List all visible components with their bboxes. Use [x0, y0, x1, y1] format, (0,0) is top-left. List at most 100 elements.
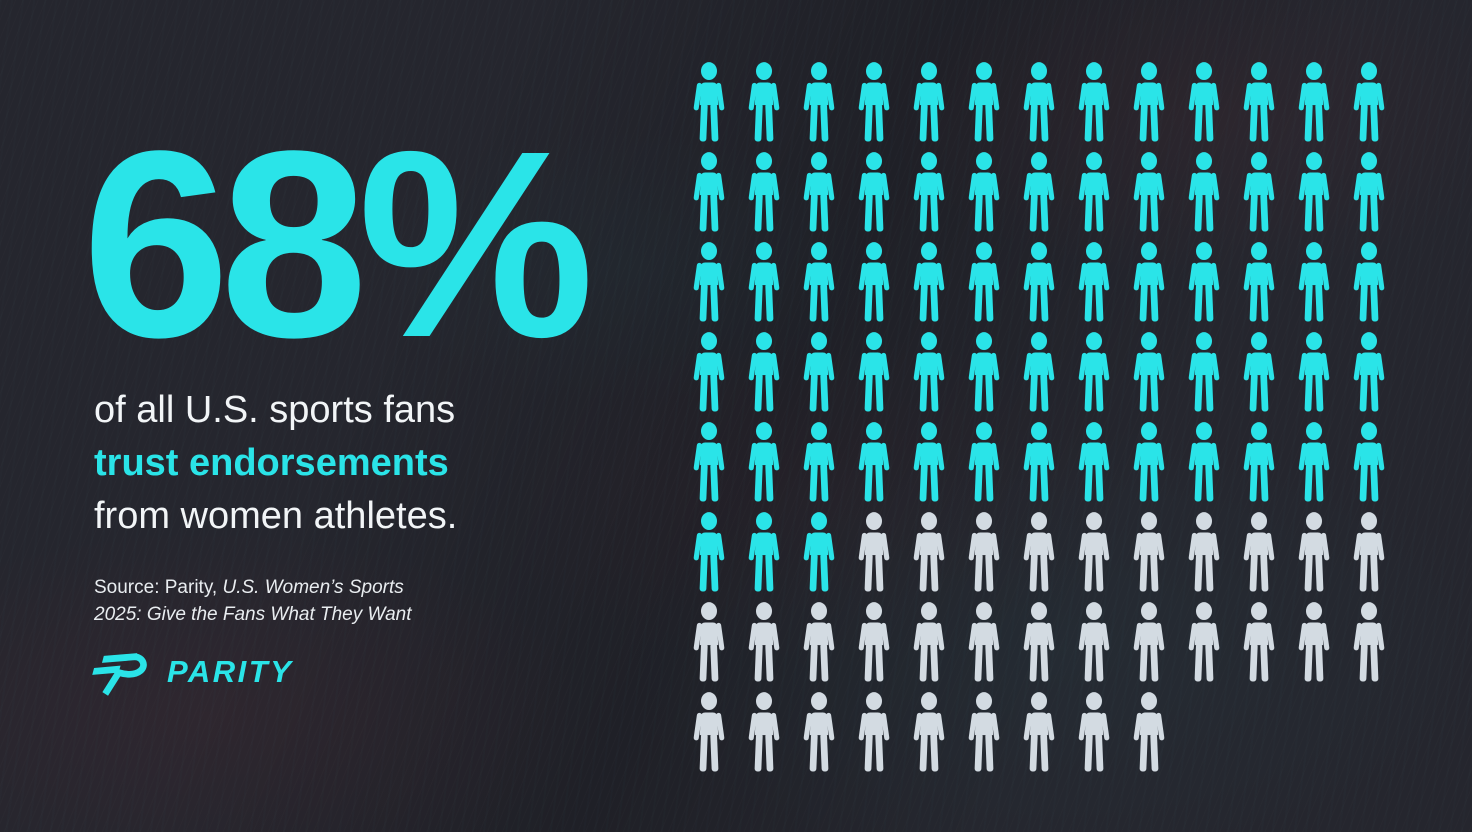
person-icon	[1127, 242, 1171, 322]
person-icon	[687, 332, 731, 412]
person-icon	[1347, 242, 1391, 322]
person-icon	[1017, 242, 1061, 322]
person-icon	[1237, 422, 1281, 502]
person-icon	[1182, 242, 1226, 322]
person-icon	[687, 692, 731, 772]
person-icon	[907, 602, 951, 682]
person-icon	[687, 242, 731, 322]
person-icon	[1237, 62, 1281, 142]
person-icon	[1127, 512, 1171, 592]
person-icon	[1182, 332, 1226, 412]
person-icon	[852, 422, 896, 502]
person-icon	[1127, 602, 1171, 682]
parity-wordmark: PARITY	[167, 654, 294, 689]
pictogram-grid	[687, 62, 1391, 772]
person-icon	[742, 422, 786, 502]
stat-value: 68%	[82, 96, 594, 393]
person-icon	[962, 602, 1006, 682]
person-icon	[1017, 602, 1061, 682]
person-icon	[1347, 422, 1391, 502]
person-icon	[1127, 332, 1171, 412]
person-icon	[1182, 602, 1226, 682]
person-icon	[1237, 602, 1281, 682]
source-line-1: Source: Parity, U.S. Women’s Sports	[94, 577, 404, 598]
person-icon	[742, 512, 786, 592]
person-icon	[1292, 602, 1336, 682]
person-icon	[687, 512, 731, 592]
person-icon	[1347, 332, 1391, 412]
person-icon	[1017, 512, 1061, 592]
person-icon	[797, 692, 841, 772]
person-icon	[797, 512, 841, 592]
person-icon	[797, 152, 841, 232]
person-icon	[1347, 602, 1391, 682]
person-icon	[1072, 242, 1116, 322]
headline-line-2: trust endorsements	[94, 442, 449, 484]
person-icon	[852, 332, 896, 412]
person-icon	[852, 152, 896, 232]
person-icon	[1017, 422, 1061, 502]
person-icon	[687, 422, 731, 502]
person-icon	[742, 602, 786, 682]
headline: of all U.S. sports fans trust endorsemen…	[94, 384, 457, 543]
person-icon	[1182, 152, 1226, 232]
person-icon	[1237, 152, 1281, 232]
person-icon	[1292, 152, 1336, 232]
person-icon	[797, 602, 841, 682]
person-icon	[797, 242, 841, 322]
person-icon	[1347, 152, 1391, 232]
headline-line-1: of all U.S. sports fans	[94, 389, 456, 431]
person-icon	[687, 62, 731, 142]
person-icon	[1072, 692, 1116, 772]
person-icon	[1292, 242, 1336, 322]
person-icon	[1072, 512, 1116, 592]
person-icon	[1237, 512, 1281, 592]
person-icon	[797, 332, 841, 412]
person-icon	[1127, 152, 1171, 232]
person-icon	[962, 242, 1006, 322]
person-icon	[962, 512, 1006, 592]
person-icon	[962, 692, 1006, 772]
person-icon	[1182, 62, 1226, 142]
person-icon	[1292, 422, 1336, 502]
source-line-2: 2025: Give the Fans What They Want	[94, 604, 412, 625]
person-icon	[1347, 62, 1391, 142]
person-icon	[1237, 332, 1281, 412]
person-icon	[907, 332, 951, 412]
person-icon	[1072, 332, 1116, 412]
person-icon	[1017, 62, 1061, 142]
person-icon	[1072, 422, 1116, 502]
person-icon	[1292, 512, 1336, 592]
person-icon	[797, 422, 841, 502]
person-icon	[1292, 332, 1336, 412]
person-icon	[687, 152, 731, 232]
person-icon	[852, 62, 896, 142]
person-icon	[742, 62, 786, 142]
person-icon	[1127, 62, 1171, 142]
person-icon	[1292, 62, 1336, 142]
person-icon	[1072, 62, 1116, 142]
person-icon	[907, 512, 951, 592]
person-icon	[687, 602, 731, 682]
person-icon	[962, 152, 1006, 232]
person-icon	[907, 422, 951, 502]
person-icon	[962, 332, 1006, 412]
source-note: Source: Parity, U.S. Women’s Sports 2025…	[94, 574, 412, 628]
parity-logo: PARITY	[92, 648, 293, 700]
person-icon	[852, 692, 896, 772]
person-icon	[962, 422, 1006, 502]
person-icon	[907, 692, 951, 772]
person-icon	[1182, 422, 1226, 502]
person-icon	[1072, 152, 1116, 232]
person-icon	[852, 602, 896, 682]
person-icon	[1127, 422, 1171, 502]
person-icon	[907, 242, 951, 322]
person-icon	[797, 62, 841, 142]
person-icon	[1237, 242, 1281, 322]
parity-logo-icon	[92, 653, 147, 696]
person-icon	[907, 62, 951, 142]
person-icon	[852, 242, 896, 322]
